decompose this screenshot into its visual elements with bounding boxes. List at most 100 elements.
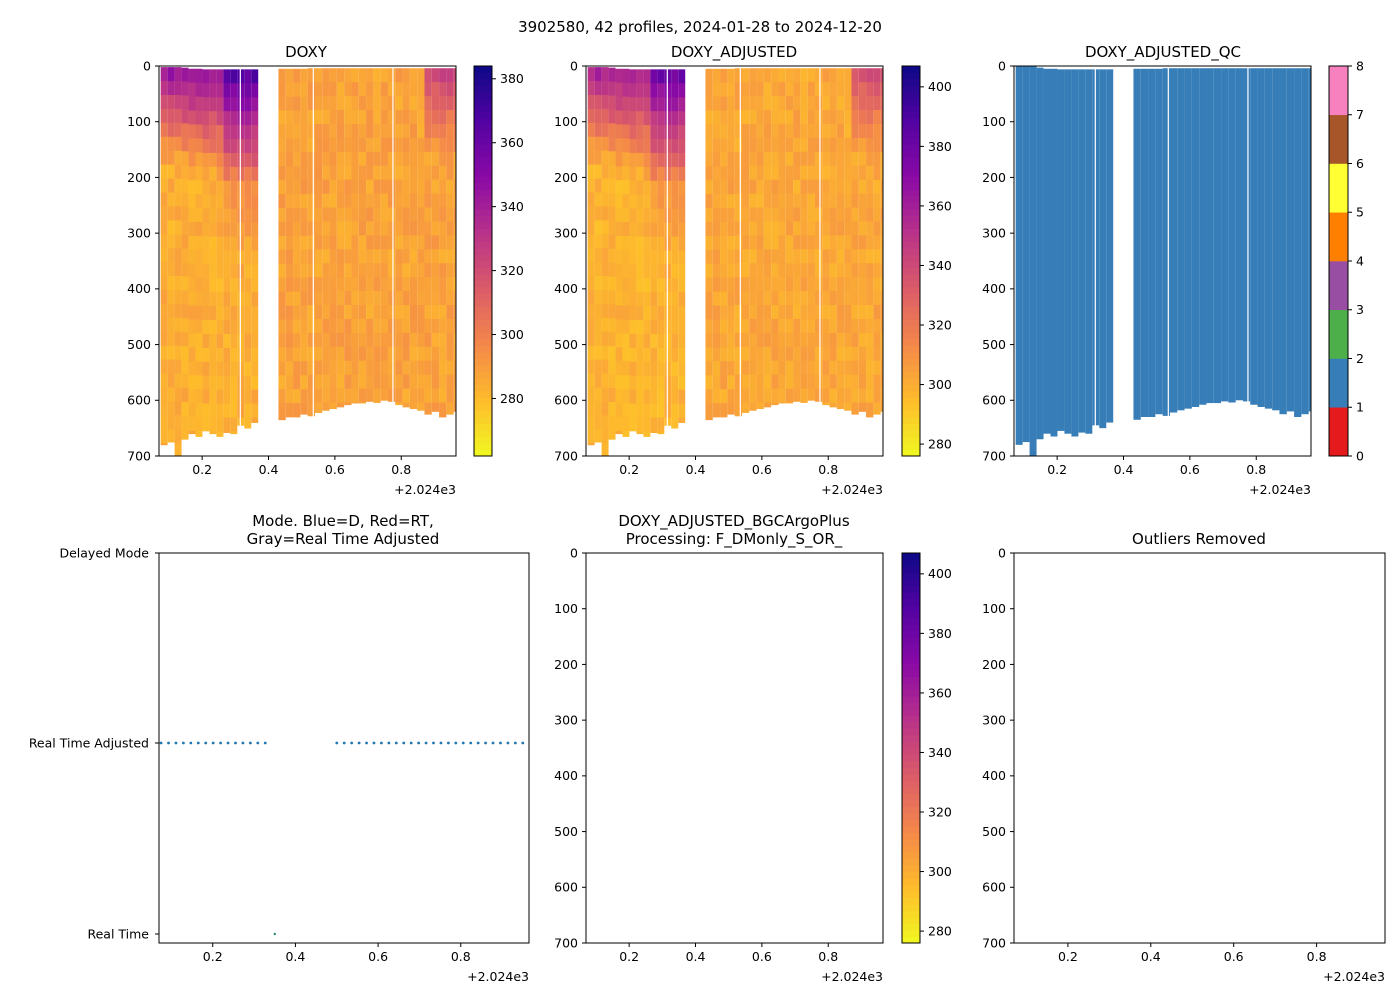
- heatmap-cell: [880, 374, 883, 389]
- colorbar-segment: [474, 378, 492, 385]
- heatmap-cell: [778, 402, 786, 404]
- heatmap-cell: [380, 332, 388, 348]
- heatmap-cell: [167, 373, 175, 388]
- heatmap-cell: [615, 291, 623, 306]
- heatmap-cell: [807, 235, 815, 250]
- heatmap-cell: [344, 346, 352, 362]
- heatmap-cell: [424, 249, 432, 264]
- heatmap-cell: [417, 235, 425, 250]
- colorbar-segment: [902, 404, 920, 411]
- heatmap-cell: [822, 277, 830, 292]
- heatmap-cell: [160, 234, 168, 249]
- heatmap-cell: [453, 82, 456, 97]
- colorbar-segment: [902, 248, 920, 255]
- heatmap-cell: [594, 220, 602, 235]
- heatmap-cell: [366, 360, 374, 376]
- heatmap-cell: [251, 264, 259, 279]
- heatmap-cell: [785, 151, 794, 167]
- heatmap-cell: [373, 82, 381, 97]
- heatmap-cell: [387, 207, 396, 222]
- heatmap-cell: [778, 123, 786, 139]
- heatmap-cell: [720, 277, 728, 293]
- colorbar-tick-label: 380: [928, 139, 952, 154]
- heatmap-cell: [209, 292, 217, 307]
- colorbar-segment: [902, 183, 920, 190]
- heatmap-cell: [866, 318, 874, 334]
- colorbar-segment: [474, 384, 492, 392]
- heatmap-cell: [373, 263, 381, 278]
- heatmap-cell: [657, 236, 665, 251]
- heatmap-cell: [395, 360, 403, 376]
- heatmap-cell: [195, 333, 203, 348]
- heatmap-cell: [866, 96, 874, 111]
- heatmap-cell: [866, 151, 874, 167]
- heatmap-cell: [278, 152, 286, 167]
- colorbar-segment: [902, 910, 920, 918]
- heatmap-cell: [836, 110, 845, 125]
- heatmap-cell: [785, 235, 794, 250]
- heatmap-cell: [380, 318, 388, 334]
- heatmap-cell: [300, 263, 308, 279]
- heatmap-cell: [636, 125, 644, 140]
- heatmap-cell: [195, 152, 203, 167]
- heatmap-cell: [307, 221, 315, 236]
- qc-profile-column: [1029, 66, 1037, 456]
- heatmap-cell: [244, 69, 252, 84]
- colorbar-segment: [902, 637, 920, 645]
- heatmap-cell: [778, 305, 786, 320]
- heatmap-cell: [650, 97, 658, 112]
- heatmap-cell: [587, 150, 595, 166]
- colorbar-segment: [902, 826, 920, 833]
- heatmap-cell: [329, 346, 337, 362]
- heatmap-cell: [851, 165, 859, 181]
- colorbar-tick-label: 3: [1356, 302, 1364, 317]
- heatmap-cell: [293, 222, 301, 237]
- heatmap-cell: [446, 360, 454, 376]
- heatmap-cell: [587, 136, 595, 152]
- heatmap-cell: [756, 277, 764, 292]
- heatmap-cell: [778, 249, 786, 264]
- heatmap-cell: [650, 417, 658, 432]
- heatmap-cell: [336, 68, 345, 83]
- heatmap-cell: [244, 97, 252, 112]
- heatmap-cell: [771, 110, 779, 125]
- heatmap-cell: [409, 110, 418, 125]
- heatmap-cell: [873, 263, 881, 278]
- heatmap-cell: [636, 306, 644, 321]
- heatmap-cell: [446, 123, 454, 139]
- heatmap-cell: [230, 111, 238, 126]
- heatmap-cell: [417, 318, 425, 334]
- heatmap-cell: [314, 305, 323, 320]
- heatmap-cell: [216, 431, 224, 437]
- heatmap-cell: [181, 95, 189, 110]
- heatmap-cell: [800, 249, 808, 264]
- heatmap-cell: [278, 110, 286, 125]
- heatmap-cell: [188, 194, 196, 209]
- heatmap-cell: [402, 193, 410, 208]
- heatmap-cell: [439, 318, 447, 334]
- heatmap-cell: [727, 208, 735, 223]
- heatmap-cell: [167, 178, 175, 193]
- heatmap-cell: [629, 306, 637, 321]
- colorbar-tick-label: 7: [1356, 107, 1364, 122]
- mode-point-real-time-adjusted: [372, 741, 376, 745]
- heatmap-cell: [209, 375, 217, 391]
- heatmap-cell: [202, 83, 210, 98]
- heatmap-cell: [880, 388, 883, 403]
- heatmap-cell: [822, 123, 830, 139]
- heatmap-cell: [756, 82, 764, 97]
- heatmap-cell: [188, 333, 196, 348]
- qc-profile-column: [1099, 69, 1107, 429]
- y-tick-label: 300: [982, 226, 1006, 241]
- heatmap-cell: [756, 291, 764, 306]
- heatmap-cell: [587, 443, 595, 446]
- heatmap-cell: [230, 208, 238, 223]
- qc-profile-column: [1250, 68, 1258, 405]
- colorbar-segment: [474, 306, 492, 314]
- heatmap-cell: [678, 278, 686, 293]
- heatmap-cell: [712, 124, 721, 139]
- heatmap-cell: [622, 305, 630, 320]
- heatmap-cell: [322, 179, 330, 194]
- heatmap-cell: [650, 264, 658, 279]
- heatmap-cell: [587, 164, 595, 179]
